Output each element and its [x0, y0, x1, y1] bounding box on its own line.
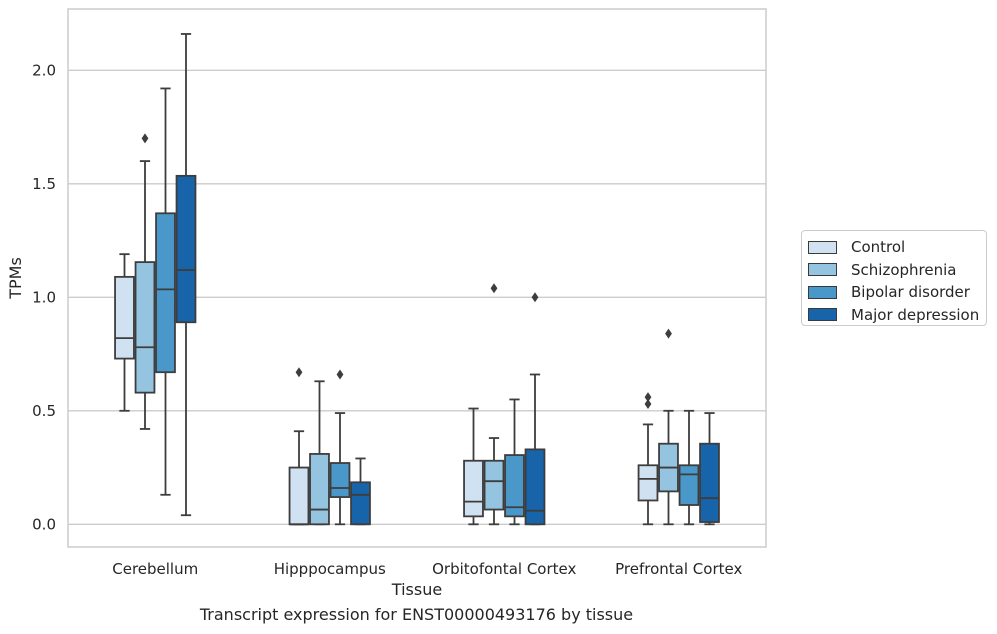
x-tick-label: Hipppocampus	[274, 560, 386, 578]
outlier-point	[295, 367, 303, 378]
series-bipolar-disorder	[155, 87, 700, 526]
iqr-box	[350, 481, 371, 526]
iqr-box	[463, 459, 484, 518]
series-schizophrenia	[134, 133, 679, 526]
y-tick-label: 2.0	[32, 61, 56, 79]
y-axis-label: TPMs	[6, 257, 25, 300]
outlier-point	[644, 392, 652, 403]
x-tick-labels: Cerebellum Hipppocampus Orbitofontal Corte…	[112, 560, 742, 578]
iqr-box	[637, 464, 659, 502]
x-axis-label: Tissue	[391, 580, 442, 599]
legend-item-schizophrenia: Schizophrenia	[808, 259, 986, 282]
series-major-depression	[175, 33, 720, 526]
legend-swatch-control	[808, 240, 837, 254]
iqr-box	[134, 261, 156, 394]
x-tick-label: Orbitofontal Cortex	[432, 560, 576, 578]
legend: Control Schizophrenia Bipolar disorder M…	[801, 230, 987, 326]
outlier-point	[336, 369, 344, 380]
legend-label-bipolar-disorder: Bipolar disorder	[851, 283, 970, 302]
iqr-box	[155, 212, 176, 374]
y-tick-label: 0.5	[32, 402, 56, 420]
y-tick-labels: 0.0 0.5 1.0 1.5 2.0	[32, 61, 56, 533]
legend-swatch-schizophrenia	[808, 263, 837, 277]
iqr-box	[678, 464, 700, 506]
legend-swatch-major-depression	[808, 308, 837, 322]
iqr-box	[483, 459, 505, 511]
x-tick-label: Cerebellum	[112, 560, 198, 578]
x-tick-label: Prefrontal Cortex	[615, 560, 742, 578]
legend-item-major-depression: Major depression	[808, 304, 986, 327]
outlier-point	[141, 133, 149, 144]
iqr-box	[288, 466, 310, 526]
legend-item-control: Control	[808, 236, 986, 259]
iqr-box	[504, 454, 525, 518]
iqr-box	[309, 453, 330, 526]
chart-caption: Transcript expression for ENST0000049317…	[199, 605, 634, 624]
outlier-point	[490, 283, 498, 294]
box-plot-series	[114, 33, 720, 526]
legend-label-major-depression: Major depression	[851, 305, 980, 324]
legend-swatch-bipolar-disorder	[808, 285, 837, 299]
plot-frame	[67, 8, 767, 548]
legend-label-control: Control	[851, 238, 906, 257]
legend-item-bipolar-disorder: Bipolar disorder	[808, 281, 986, 304]
y-tick-label: 1.5	[32, 175, 56, 193]
iqr-box	[699, 442, 720, 523]
iqr-box	[524, 448, 546, 526]
legend-label-schizophrenia: Schizophrenia	[851, 260, 957, 279]
outlier-point	[665, 328, 672, 339]
outlier-point	[531, 292, 539, 303]
iqr-box	[114, 275, 135, 360]
outlier-point	[644, 398, 652, 409]
series-control	[114, 253, 659, 526]
iqr-box	[175, 174, 197, 324]
y-tick-label: 1.0	[32, 288, 56, 306]
iqr-box	[329, 462, 351, 498]
y-tick-label: 0.0	[32, 515, 56, 533]
